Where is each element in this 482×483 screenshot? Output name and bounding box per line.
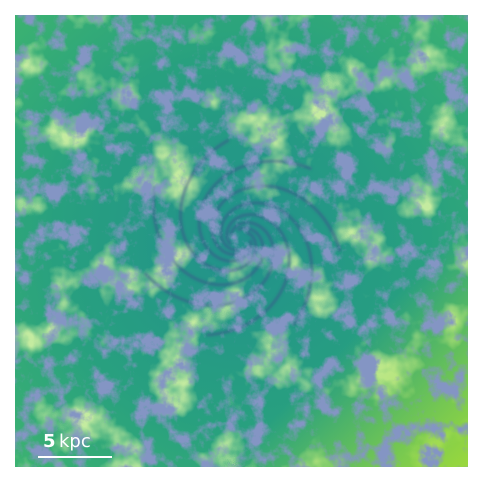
dark-filaments	[15, 15, 468, 467]
scale-unit: kpc	[59, 431, 91, 452]
galaxy-image	[15, 15, 468, 467]
scale-value: 5	[43, 431, 56, 452]
